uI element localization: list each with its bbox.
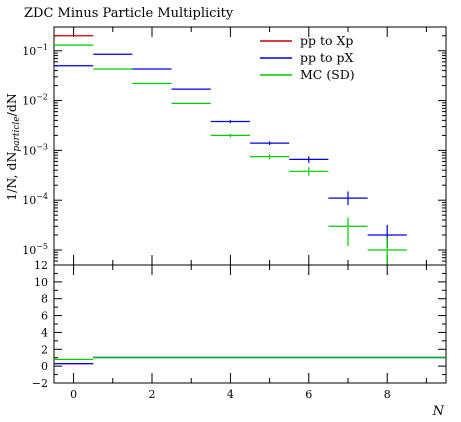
main-data-marks <box>54 35 407 265</box>
ratio-x-ticks: 0 2 4 6 8 <box>70 265 427 401</box>
y-tick-label: 10−4 <box>22 192 48 207</box>
y-axis-label: 1/N, dNparticle/dN <box>4 93 22 201</box>
ratio-panel: −2 0 2 4 6 8 10 12 0 2 4 6 8 <box>32 259 447 401</box>
x-tick-label: 2 <box>149 388 156 401</box>
y-tick-label-base: 10 <box>22 45 36 58</box>
y-tick-label-exponent: −4 <box>36 192 48 201</box>
ratio-y-tick-label: 8 <box>41 293 48 306</box>
y-tick-label-exponent: −1 <box>36 43 48 52</box>
y-tick-label: 10−5 <box>22 242 48 257</box>
ratio-y-tick-label: −2 <box>32 377 48 390</box>
x-tick-label: 6 <box>305 388 312 401</box>
y-axis-label-suffix: /dN <box>4 93 19 116</box>
main-panel: 10−510−410−310−210−1 <box>22 26 447 266</box>
ratio-y-tick-label: 12 <box>34 259 48 272</box>
main-x-ticks <box>73 27 427 265</box>
x-axis-label: N <box>432 404 445 419</box>
ratio-y-tick-label: 2 <box>41 343 48 356</box>
legend-label: MC (SD) <box>300 67 355 82</box>
main-y-ticks: 10−510−410−310−210−1 <box>22 35 446 262</box>
ratio-y-tick-label: 6 <box>41 310 48 323</box>
ratio-y-tick-label: 0 <box>41 360 48 373</box>
legend-label: pp to pX <box>300 50 354 65</box>
y-axis-label-subscript: particle <box>12 116 22 151</box>
legend: pp to Xp pp to pX MC (SD) <box>260 33 355 82</box>
ratio-data-marks <box>54 356 446 365</box>
chart-title: ZDC Minus Particle Multiplicity <box>24 6 234 21</box>
y-tick-label-base: 10 <box>22 95 36 108</box>
ratio-panel-frame <box>53 264 447 384</box>
legend-label: pp to Xp <box>300 33 353 48</box>
y-tick-label-base: 10 <box>22 144 36 157</box>
ratio-y-ticks: −2 0 2 4 6 8 10 12 <box>32 259 446 390</box>
y-tick-label-base: 10 <box>22 244 36 257</box>
y-tick-label-exponent: −3 <box>36 142 48 151</box>
ratio-y-tick-label: 4 <box>41 326 48 339</box>
y-tick-label-exponent: −2 <box>36 93 48 102</box>
y-tick-label-base: 10 <box>22 194 36 207</box>
ratio-y-tick-label: 10 <box>34 276 48 289</box>
y-tick-label: 10−1 <box>22 43 48 58</box>
x-tick-label: 4 <box>227 388 234 401</box>
x-tick-label: 8 <box>384 388 391 401</box>
y-tick-label: 10−2 <box>22 93 48 108</box>
y-tick-label-exponent: −5 <box>36 242 48 251</box>
x-tick-label: 0 <box>70 388 77 401</box>
y-axis-label-prefix: 1/N, dN <box>4 152 19 201</box>
y-tick-label: 10−3 <box>22 142 48 157</box>
